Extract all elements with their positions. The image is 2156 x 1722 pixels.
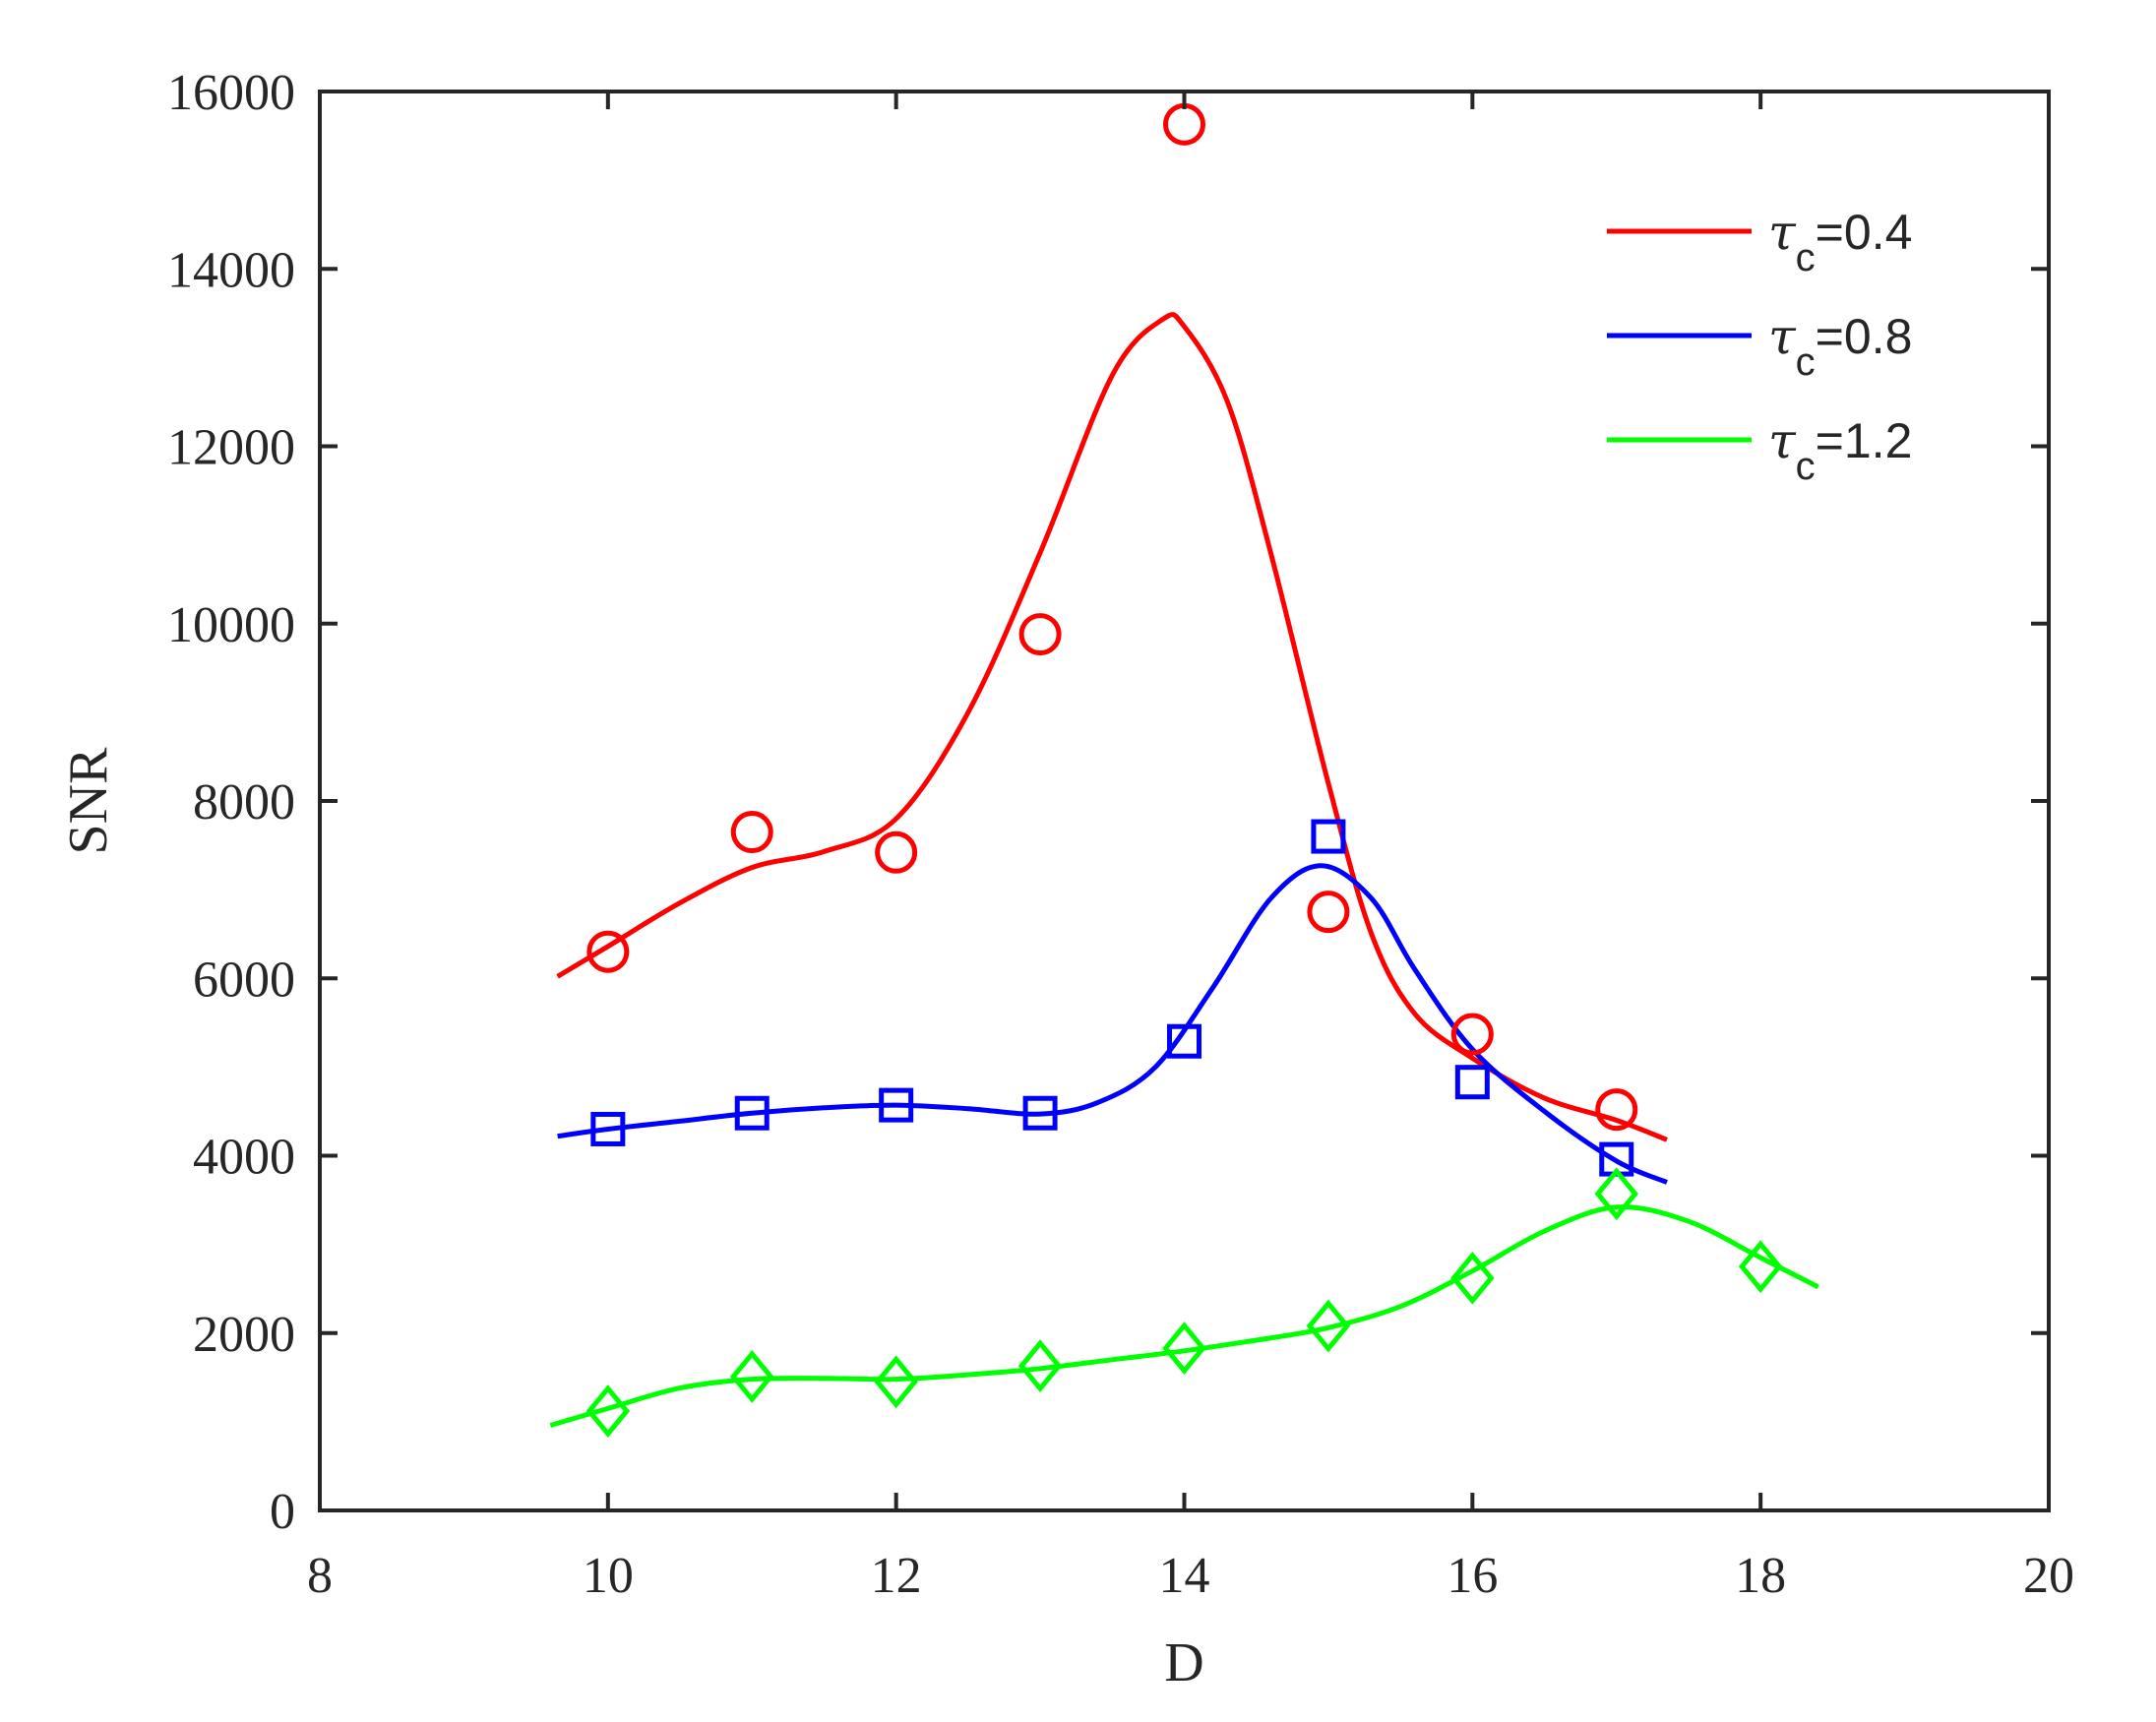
y-tick-label: 10000	[167, 597, 295, 653]
x-tick-labels: 8 10 12 14 16 18 20	[307, 1548, 2074, 1604]
series-2-marker	[1022, 1095, 1058, 1131]
x-tick-label: 14	[1159, 1548, 1210, 1604]
series-2-marker	[1311, 819, 1346, 854]
series-1-marker	[1018, 613, 1062, 656]
y-tick-label: 8000	[193, 774, 295, 830]
series-1-marker	[730, 811, 773, 854]
y-tick-label: 4000	[193, 1130, 295, 1186]
series-2-marker	[1167, 1023, 1201, 1059]
series-3-marker	[1017, 1339, 1063, 1393]
series-1-marker	[875, 830, 918, 874]
series-2-marker	[1454, 1065, 1490, 1100]
y-tick-label: 16000	[167, 65, 295, 121]
y-axis-label: SNR	[58, 747, 119, 855]
series-3-marker	[874, 1355, 918, 1409]
series-1-marker	[586, 930, 630, 973]
series-3-legend-label: τc=1.2	[1768, 412, 1912, 488]
series-2-marker	[879, 1087, 914, 1123]
y-tick-labels: 0 2000 4000 6000 8000 10000 12000 14000 16000	[167, 65, 295, 1540]
axis-ticks	[318, 90, 2051, 1512]
x-tick-label: 18	[1735, 1548, 1786, 1604]
series-3-marker	[1450, 1251, 1495, 1305]
x-tick-label: 12	[871, 1548, 922, 1604]
y-tick-label: 2000	[193, 1307, 295, 1363]
y-tick-label: 6000	[193, 952, 295, 1008]
y-tick-label: 14000	[167, 242, 295, 298]
fit-lines	[549, 312, 1819, 1428]
series-1-fit-line	[556, 312, 1668, 1142]
x-tick-label: 20	[2023, 1548, 2074, 1604]
data-markers	[585, 102, 1783, 1438]
x-axis-label: D	[1164, 1632, 1203, 1693]
series-3-marker	[585, 1384, 631, 1438]
series-1-legend-label: τc=0.4	[1768, 204, 1912, 279]
series-3-marker	[1738, 1240, 1783, 1294]
series-1-marker	[1307, 891, 1350, 934]
plot-area-background	[320, 92, 2049, 1510]
y-tick-label: 0	[270, 1484, 295, 1540]
series-1-marker	[1450, 1013, 1494, 1056]
x-tick-label: 16	[1447, 1548, 1498, 1604]
series-3-fit-line	[549, 1204, 1819, 1428]
x-tick-label: 10	[583, 1548, 634, 1604]
series-2-marker	[734, 1095, 770, 1131]
legend: τc=0.4 τc=0.8 τc=1.2	[1607, 204, 1912, 488]
y-tick-label: 12000	[167, 420, 295, 476]
series-2-legend-label: τc=0.8	[1768, 308, 1912, 384]
series-3-marker	[1162, 1322, 1206, 1375]
series-3-marker	[1594, 1167, 1638, 1221]
x-tick-label: 8	[307, 1548, 333, 1604]
series-3-marker	[1306, 1299, 1351, 1353]
series-2-fit-line	[557, 863, 1668, 1185]
series-1-marker	[1595, 1088, 1638, 1132]
series-2-marker	[590, 1111, 626, 1146]
series-3-marker	[730, 1349, 774, 1403]
